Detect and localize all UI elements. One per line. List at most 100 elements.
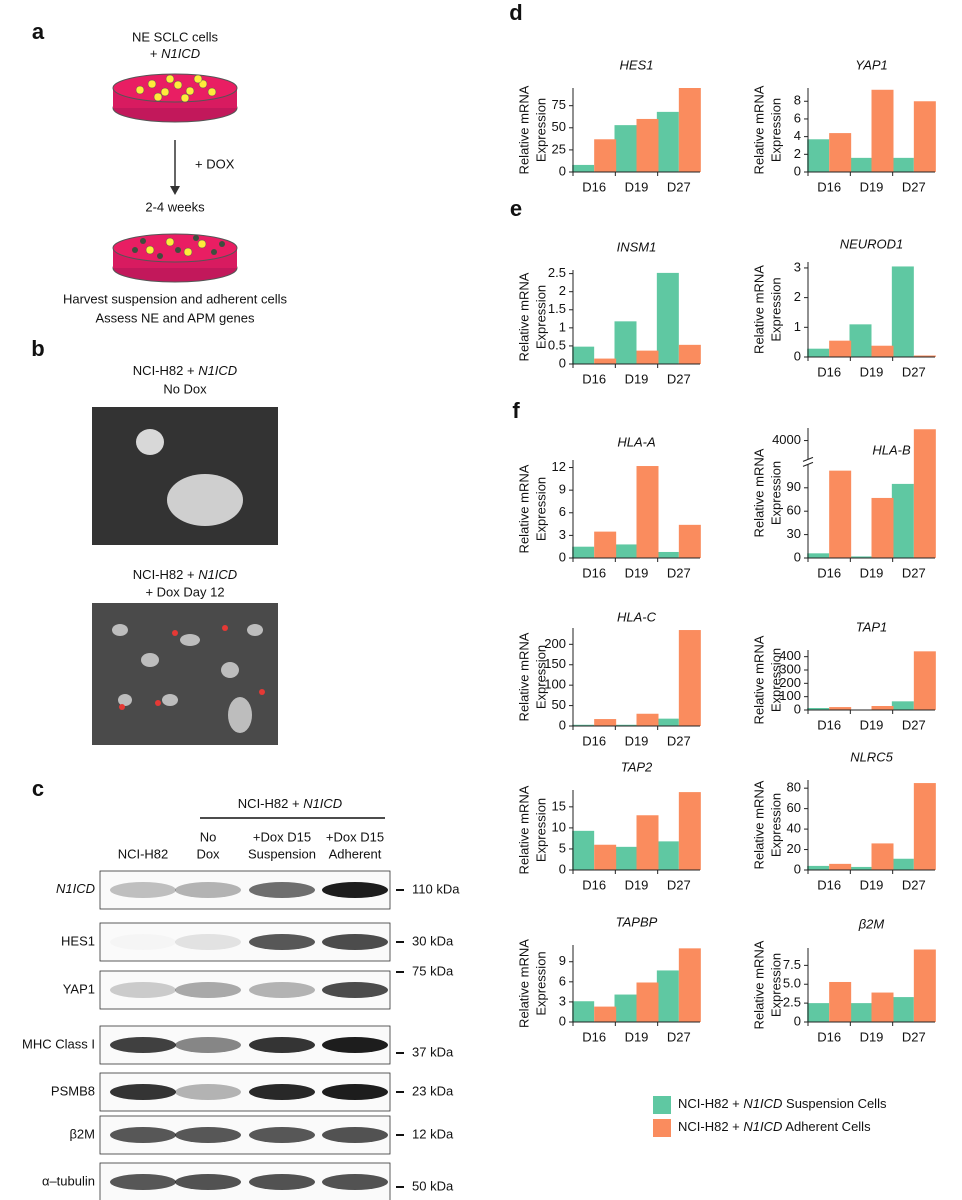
y-tick-label: 80 (787, 780, 801, 795)
x-tick-label: D16 (582, 371, 606, 386)
y-tick-label: 0 (794, 348, 801, 363)
bar (913, 355, 936, 357)
panel-label: d (509, 0, 522, 25)
y-axis-label: Relative mRNA (751, 780, 766, 869)
bar (849, 556, 872, 558)
y-tick-label: 0 (559, 163, 566, 178)
y-axis-label: Expression (768, 648, 783, 712)
chart-title: NEUROD1 (840, 236, 904, 251)
y-tick-label: 15 (552, 798, 566, 813)
bar (656, 970, 679, 1022)
micrograph-no-dox (92, 407, 278, 545)
x-tick-label: D16 (582, 1029, 606, 1044)
size-label: 110 kDa (412, 881, 460, 896)
lane-label: Dox (196, 846, 220, 861)
bar (891, 157, 914, 172)
bar (871, 992, 894, 1022)
blot-band (110, 1174, 176, 1190)
lane-label: +Dox D15 (253, 829, 311, 844)
blot-band (175, 882, 241, 898)
lane-label: No (200, 829, 217, 844)
blot-row-label: PSMB8 (51, 1083, 95, 1098)
y-tick-label: 400 (779, 648, 801, 663)
y-axis-label: Expression (533, 98, 548, 162)
lane-label: NCI-H82 (118, 846, 169, 861)
chart-title: β2M (858, 916, 885, 931)
blot-band (249, 1037, 315, 1053)
x-tick-label: D19 (625, 733, 649, 748)
bar (849, 1003, 872, 1022)
bar (572, 346, 595, 364)
x-tick-label: D27 (902, 717, 926, 732)
y-tick-label: 0 (794, 549, 801, 564)
y-tick-label: 6 (794, 110, 801, 125)
panel-label: f (512, 398, 520, 423)
legend-label: NCI-H82 + N1ICD Adherent Cells (678, 1119, 871, 1134)
micrograph-caption: NCI-H82 + N1ICD (133, 363, 237, 378)
bar (656, 111, 679, 172)
y-tick-label: 60 (787, 800, 801, 815)
legend-label: NCI-H82 + N1ICD Suspension Cells (678, 1096, 887, 1111)
bar (807, 553, 830, 558)
y-tick-label: 0 (559, 549, 566, 564)
bar (849, 866, 872, 870)
y-axis-label: Expression (768, 98, 783, 162)
y-tick-label: 0 (794, 163, 801, 178)
y-tick-label: 300 (779, 661, 801, 676)
size-label: 50 kDa (412, 1178, 454, 1193)
y-tick-label: 6 (559, 973, 566, 988)
panel-label: c (32, 776, 44, 801)
x-tick-label: D19 (860, 565, 884, 580)
bar (656, 551, 679, 558)
schematic-text: + DOX (195, 156, 235, 171)
bar (871, 345, 894, 357)
size-label: 75 kDa (412, 963, 454, 978)
y-axis-label: Expression (533, 285, 548, 349)
legend-swatch (653, 1096, 671, 1114)
chart-title: TAPBP (616, 914, 658, 929)
x-tick-label: D27 (902, 877, 926, 892)
y-tick-label: 0 (559, 861, 566, 876)
size-label: 12 kDa (412, 1126, 454, 1141)
bar (807, 865, 830, 870)
x-tick-label: D27 (902, 179, 926, 194)
blot-band (110, 982, 176, 998)
y-axis-label: Expression (768, 793, 783, 857)
y-tick-label: 0 (559, 717, 566, 732)
chart-title: NLRC5 (850, 749, 893, 764)
y-axis-label: Relative mRNA (751, 85, 766, 174)
bar (656, 272, 679, 364)
y-axis-label: Expression (533, 645, 548, 709)
bar (636, 713, 659, 726)
y-tick-label: 0 (559, 355, 566, 370)
blot-row-label: YAP1 (63, 981, 95, 996)
y-axis-label: Relative mRNA (751, 940, 766, 1029)
chart-title: YAP1 (855, 57, 888, 72)
panel-label: e (510, 196, 522, 221)
x-tick-label: D27 (667, 733, 691, 748)
y-axis-label: Relative mRNA (516, 632, 531, 721)
bar (572, 724, 595, 726)
blot-row-label: β2M (69, 1126, 95, 1141)
axis-break (802, 456, 814, 462)
y-axis-label: Relative mRNA (516, 939, 531, 1028)
bar (678, 88, 701, 172)
bar (913, 949, 936, 1022)
blot-band (249, 1084, 315, 1100)
y-axis-label: Expression (533, 798, 548, 862)
blot-band (322, 1174, 388, 1190)
dish-top (112, 73, 238, 123)
blot-band (322, 882, 388, 898)
y-tick-label: 30 (787, 526, 801, 541)
y-tick-label: 3 (559, 993, 566, 1008)
blot-band (175, 1174, 241, 1190)
bar (829, 863, 852, 870)
x-tick-label: D16 (817, 565, 841, 580)
blot-band (175, 1037, 241, 1053)
y-tick-label: 25 (552, 141, 566, 156)
size-label: 37 kDa (412, 1044, 454, 1059)
y-tick-label: 200 (544, 636, 566, 651)
dish-bottom (112, 233, 238, 283)
y-axis-label: Expression (768, 461, 783, 525)
